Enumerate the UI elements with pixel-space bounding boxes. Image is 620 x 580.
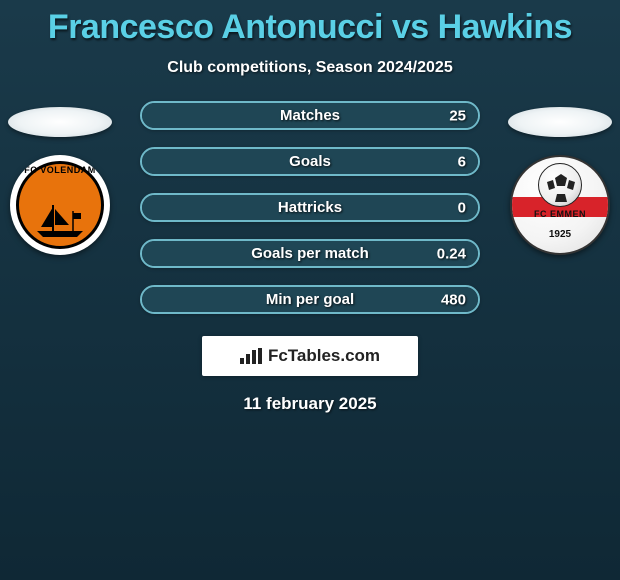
stat-right-value: 0 xyxy=(458,199,466,216)
stat-label: Goals per match xyxy=(251,245,369,262)
stat-right-value: 480 xyxy=(441,291,466,308)
left-player-avatar-placeholder xyxy=(8,107,112,137)
stat-bar-goals: Goals 6 xyxy=(140,147,480,176)
watermark-text: FcTables.com xyxy=(268,346,380,366)
right-player-column: FC EMMEN 1925 xyxy=(500,101,620,255)
stat-bar-min-per-goal: Min per goal 480 xyxy=(140,285,480,314)
stat-label: Min per goal xyxy=(266,291,354,308)
stat-label: Hattricks xyxy=(278,199,342,216)
stat-label: Goals xyxy=(289,153,331,170)
left-club-badge: FC VOLENDAM xyxy=(10,155,110,255)
stat-right-value: 25 xyxy=(449,107,466,124)
stat-bar-hattricks: Hattricks 0 xyxy=(140,193,480,222)
page-title: Francesco Antonucci vs Hawkins xyxy=(48,8,572,47)
stat-right-value: 0.24 xyxy=(437,245,466,262)
stat-bar-matches: Matches 25 xyxy=(140,101,480,130)
watermark-badge: FcTables.com xyxy=(202,336,418,376)
bar-chart-icon xyxy=(240,348,262,364)
right-club-badge: FC EMMEN 1925 xyxy=(510,155,610,255)
comparison-card: Francesco Antonucci vs Hawkins Club comp… xyxy=(0,0,620,414)
main-row: FC VOLENDAM Matches 25 xyxy=(0,101,620,314)
left-club-name: FC VOLENDAM xyxy=(10,165,110,175)
stat-bar-goals-per-match: Goals per match 0.24 xyxy=(140,239,480,268)
right-club-name: FC EMMEN xyxy=(512,209,608,219)
stats-bars: Matches 25 Goals 6 Hattricks 0 Goals per… xyxy=(120,101,500,314)
sailboat-icon xyxy=(35,205,85,239)
right-player-avatar-placeholder xyxy=(508,107,612,137)
soccer-ball-icon xyxy=(538,163,582,207)
left-player-column: FC VOLENDAM xyxy=(0,101,120,255)
stat-label: Matches xyxy=(280,107,340,124)
right-club-year: 1925 xyxy=(512,229,608,240)
stat-right-value: 6 xyxy=(458,153,466,170)
date-label: 11 february 2025 xyxy=(243,394,376,414)
page-subtitle: Club competitions, Season 2024/2025 xyxy=(167,59,452,77)
